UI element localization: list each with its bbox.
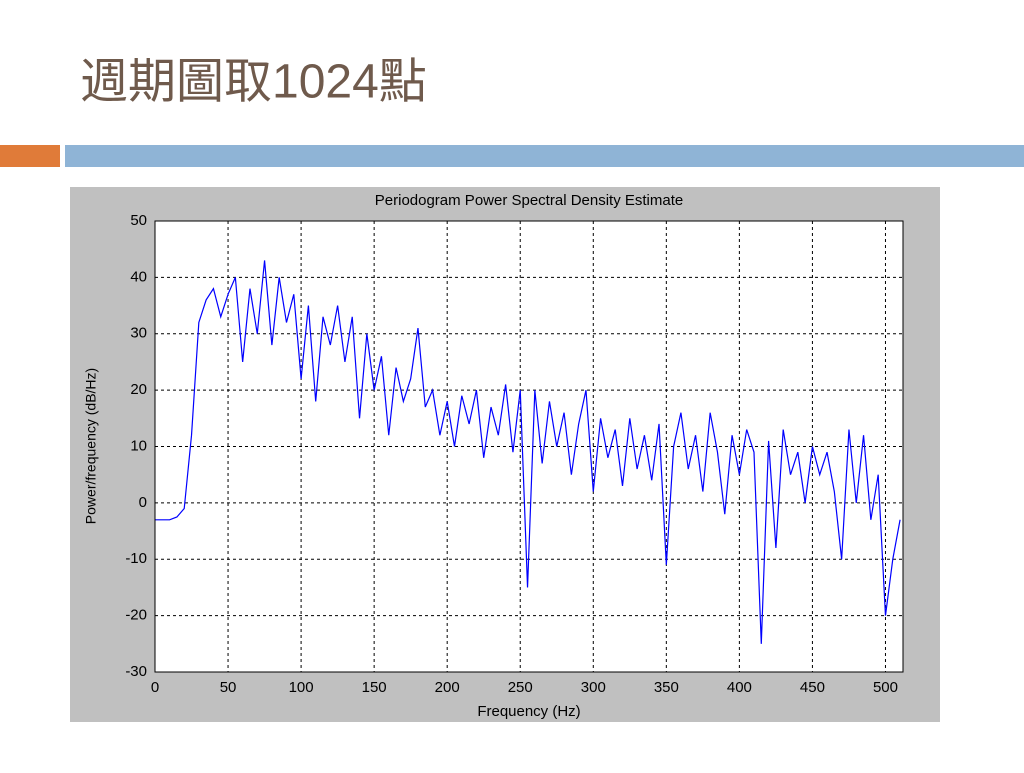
x-tick-label: 250 — [508, 679, 533, 696]
x-tick-label: 100 — [289, 679, 314, 696]
y-tick-label: -20 — [125, 607, 147, 624]
y-tick-label: -30 — [125, 663, 147, 680]
y-tick-label: 0 — [139, 494, 147, 511]
y-tick-label: 40 — [130, 268, 147, 285]
x-tick-label: 350 — [654, 679, 679, 696]
x-tick-label: 200 — [435, 679, 460, 696]
slide-title: 週期圖取1024點 — [80, 56, 427, 109]
psd-line — [155, 260, 901, 644]
y-tick-label: 10 — [130, 437, 147, 454]
x-tick-label: 400 — [727, 679, 752, 696]
x-tick-label: 500 — [873, 679, 898, 696]
y-tick-label: 30 — [130, 325, 147, 342]
x-axis-label: Frequency (Hz) — [477, 703, 580, 720]
x-tick-label: 450 — [800, 679, 825, 696]
x-tick-label: 300 — [581, 679, 606, 696]
y-axis-label: Power/frequency (dB/Hz) — [83, 368, 99, 524]
x-tick-label: 0 — [151, 679, 159, 696]
accent-bar — [0, 145, 60, 167]
y-tick-label: 20 — [130, 381, 147, 398]
plot-frame — [154, 220, 904, 673]
header-bar — [65, 145, 1024, 167]
chart-title: Periodogram Power Spectral Density Estim… — [375, 192, 683, 209]
y-tick-label: 50 — [130, 212, 147, 229]
x-tick-label: 50 — [220, 679, 237, 696]
x-tick-label: 150 — [362, 679, 387, 696]
y-tick-label: -10 — [125, 550, 147, 567]
